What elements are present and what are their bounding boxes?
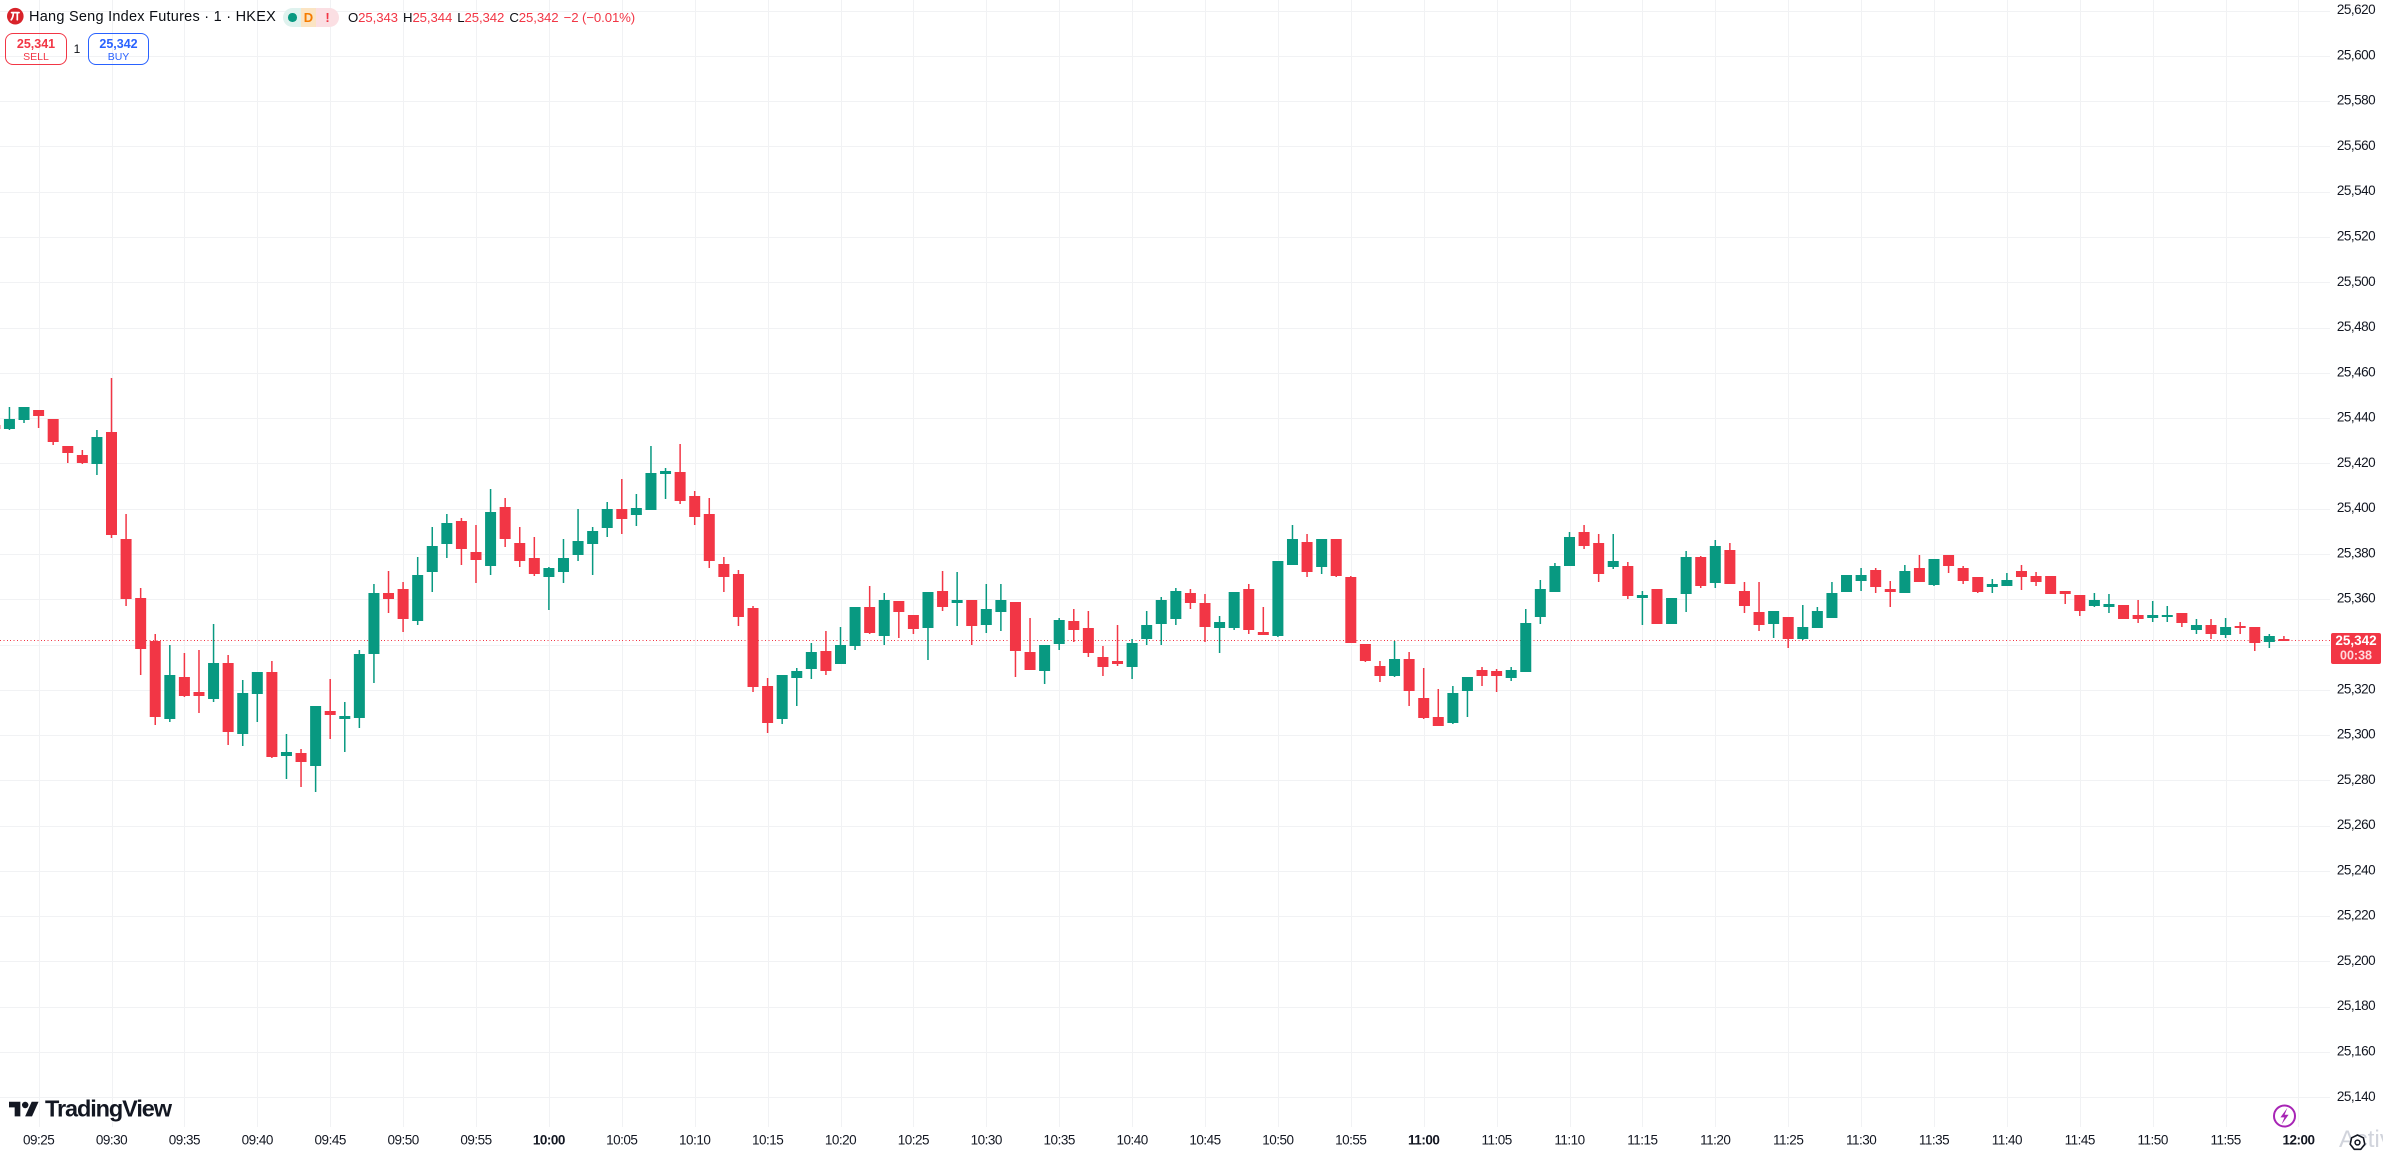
svg-text:10:15: 10:15 [752, 1132, 783, 1147]
svg-text:25,520: 25,520 [2337, 229, 2375, 244]
svg-text:10:10: 10:10 [679, 1132, 710, 1147]
svg-text:11:20: 11:20 [1700, 1132, 1730, 1147]
svg-text:TradingView: TradingView [45, 1096, 173, 1122]
svg-text:11:10: 11:10 [1554, 1132, 1584, 1147]
svg-text:25,200: 25,200 [2337, 953, 2375, 968]
svg-text:11:50: 11:50 [2138, 1132, 2168, 1147]
svg-text:25,580: 25,580 [2337, 93, 2375, 108]
svg-text:10:45: 10:45 [1189, 1132, 1220, 1147]
svg-text:10:35: 10:35 [1044, 1132, 1075, 1147]
svg-text:10:00: 10:00 [533, 1132, 565, 1147]
svg-text:11:05: 11:05 [1481, 1132, 1511, 1147]
svg-text:10:05: 10:05 [606, 1132, 637, 1147]
svg-text:25,500: 25,500 [2337, 274, 2375, 289]
svg-text:25,380: 25,380 [2337, 545, 2375, 560]
svg-text:10:55: 10:55 [1335, 1132, 1366, 1147]
svg-text:25,620: 25,620 [2337, 2, 2375, 17]
svg-text:25,180: 25,180 [2337, 998, 2375, 1013]
svg-text:09:50: 09:50 [387, 1132, 418, 1147]
svg-text:11:00: 11:00 [1408, 1132, 1439, 1147]
svg-text:25,300: 25,300 [2337, 727, 2375, 742]
svg-text:11:55: 11:55 [2210, 1132, 2240, 1147]
svg-text:09:25: 09:25 [23, 1132, 54, 1147]
svg-text:25,240: 25,240 [2337, 862, 2375, 877]
svg-text:25,320: 25,320 [2337, 681, 2375, 696]
svg-text:25,160: 25,160 [2337, 1044, 2375, 1059]
svg-text:11:40: 11:40 [1992, 1132, 2022, 1147]
svg-text:11:25: 11:25 [1773, 1132, 1803, 1147]
svg-text:10:40: 10:40 [1116, 1132, 1147, 1147]
svg-text:10:20: 10:20 [825, 1132, 856, 1147]
svg-text:25,480: 25,480 [2337, 319, 2375, 334]
svg-text:11:30: 11:30 [1846, 1132, 1876, 1147]
svg-text:10:50: 10:50 [1262, 1132, 1293, 1147]
svg-text:10:30: 10:30 [971, 1132, 1002, 1147]
svg-text:25,600: 25,600 [2337, 47, 2375, 62]
svg-text:25,260: 25,260 [2337, 817, 2375, 832]
svg-text:10:25: 10:25 [898, 1132, 929, 1147]
svg-text:25,140: 25,140 [2337, 1089, 2375, 1104]
svg-text:11:15: 11:15 [1627, 1132, 1657, 1147]
svg-text:25,420: 25,420 [2337, 455, 2375, 470]
svg-text:25,540: 25,540 [2337, 183, 2375, 198]
svg-text:11:45: 11:45 [2065, 1132, 2095, 1147]
svg-text:25,220: 25,220 [2337, 908, 2375, 923]
svg-text:25,460: 25,460 [2337, 364, 2375, 379]
svg-text:09:30: 09:30 [96, 1132, 127, 1147]
svg-text:25,440: 25,440 [2337, 410, 2375, 425]
svg-text:12:00: 12:00 [2282, 1132, 2314, 1147]
svg-text:09:35: 09:35 [169, 1132, 200, 1147]
svg-text:25,342: 25,342 [2335, 633, 2376, 648]
svg-text:09:45: 09:45 [315, 1132, 346, 1147]
svg-text:25,360: 25,360 [2337, 591, 2375, 606]
svg-text:25,280: 25,280 [2337, 772, 2375, 787]
svg-text:00:38: 00:38 [2340, 649, 2372, 663]
svg-text:09:40: 09:40 [242, 1132, 273, 1147]
svg-text:09:55: 09:55 [460, 1132, 491, 1147]
svg-text:25,400: 25,400 [2337, 500, 2375, 515]
svg-text:25,560: 25,560 [2337, 138, 2375, 153]
svg-text:11:35: 11:35 [1919, 1132, 1949, 1147]
